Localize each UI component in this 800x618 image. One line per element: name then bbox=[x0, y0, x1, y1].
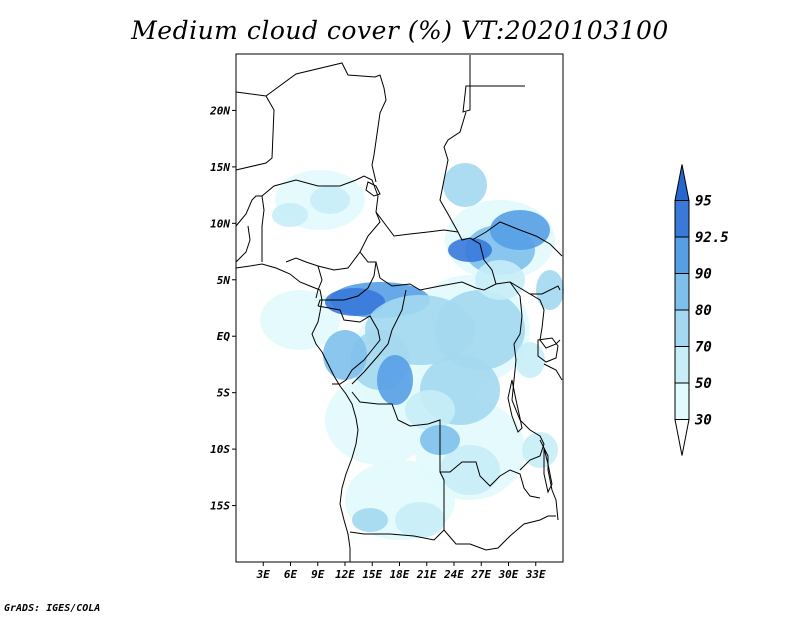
cloud-patch bbox=[475, 260, 525, 300]
lake-malawi bbox=[543, 447, 553, 494]
lat-tick-label: 15S bbox=[210, 500, 230, 513]
colorbar-segment bbox=[674, 236, 690, 274]
cloud-cover-shading bbox=[260, 163, 564, 540]
border-sudan-south bbox=[471, 221, 563, 257]
lat-tick-label: 10S bbox=[210, 443, 230, 456]
cloud-patch bbox=[448, 238, 492, 262]
gulf-of-guinea-coast bbox=[235, 263, 359, 562]
lat-tick-label: EQ bbox=[217, 330, 231, 343]
colorbar-segment bbox=[674, 382, 690, 420]
credit-label: GrADS: IGES/COLA bbox=[4, 603, 101, 614]
colorbar-level-label: 92.5 bbox=[695, 230, 729, 246]
border-drc-east bbox=[509, 281, 545, 471]
cloud-patch bbox=[272, 203, 308, 227]
lon-tick-label: 6E bbox=[284, 568, 298, 581]
border-mali-niger bbox=[235, 95, 275, 171]
lat-tick-label: 5N bbox=[217, 274, 231, 287]
border-angola-zambia bbox=[349, 471, 445, 541]
colorbar-segment bbox=[674, 346, 690, 384]
colorbar-level-label: 80 bbox=[695, 303, 712, 319]
border-congo-gabon bbox=[317, 305, 381, 385]
cloud-patch bbox=[323, 330, 367, 380]
lon-tick-label: 12E bbox=[335, 568, 355, 581]
border-ghana bbox=[235, 225, 251, 263]
cloud-patch bbox=[522, 432, 558, 468]
cloud-patch bbox=[395, 502, 445, 538]
cloud-patch bbox=[377, 355, 413, 405]
cloud-patch bbox=[440, 445, 500, 495]
border-congo-drc bbox=[351, 289, 407, 385]
lon-tick-label: 30E bbox=[498, 568, 519, 581]
colorbar: 30 50 70 80 90 92.5 95 bbox=[674, 164, 729, 456]
cloud-patch bbox=[515, 342, 545, 378]
border-north bbox=[235, 62, 387, 183]
cloud-patch bbox=[443, 163, 487, 207]
colorbar-segment bbox=[674, 273, 690, 311]
lat-tick-label: 5S bbox=[217, 387, 231, 400]
lat-tick-label: 20N bbox=[209, 104, 230, 117]
border-drc-angola bbox=[351, 391, 541, 499]
cloud-patch bbox=[325, 288, 385, 316]
colorbar-segment bbox=[674, 309, 690, 347]
border-libya-egypt bbox=[462, 55, 525, 113]
cloud-patch bbox=[310, 186, 350, 214]
lon-tick-label: 24E bbox=[443, 568, 464, 581]
lat-tick-label: 10N bbox=[210, 217, 230, 230]
border-chad-sudan bbox=[439, 111, 497, 285]
border-benin-togo bbox=[261, 195, 265, 262]
border-cameroon bbox=[317, 251, 377, 307]
cloud-patch bbox=[352, 508, 388, 532]
border-malawi bbox=[539, 439, 559, 521]
border-west bbox=[235, 195, 262, 227]
colorbar-level-label: 90 bbox=[695, 267, 712, 283]
latitude-axis: 20N 15N 10N 5N EQ 5S 10S 15S bbox=[209, 104, 236, 513]
lake-chad bbox=[365, 181, 381, 197]
cloud-patch bbox=[260, 290, 340, 350]
country-borders bbox=[235, 55, 563, 551]
cloud-patch bbox=[435, 290, 525, 370]
colorbar-level-label: 70 bbox=[695, 340, 712, 356]
lon-tick-label: 3E bbox=[256, 568, 271, 581]
colorbar-segment bbox=[674, 200, 690, 238]
colorbar-level-label: 30 bbox=[694, 413, 712, 429]
longitude-axis: 3E 6E 9E 12E 15E 18E 21E 24E 27E 30E 33E bbox=[256, 562, 546, 581]
lake-victoria bbox=[537, 337, 559, 363]
border-uganda bbox=[529, 293, 561, 349]
colorbar-max-arrow bbox=[674, 164, 690, 201]
lon-tick-label: 21E bbox=[416, 568, 437, 581]
border-car-south bbox=[375, 261, 561, 295]
lon-tick-label: 33E bbox=[525, 568, 546, 581]
border-cameroon-nigeria bbox=[315, 265, 323, 299]
colorbar-min-arrow bbox=[674, 419, 690, 456]
border-zambia-south bbox=[443, 515, 556, 551]
border-chad-car bbox=[375, 211, 459, 237]
lon-tick-label: 15E bbox=[362, 568, 382, 581]
cloud-patch bbox=[405, 390, 455, 430]
colorbar-level-label: 95 bbox=[695, 194, 712, 210]
colorbar-level-label: 50 bbox=[695, 376, 712, 392]
lon-tick-label: 9E bbox=[311, 568, 325, 581]
lon-tick-label: 18E bbox=[390, 568, 410, 581]
lon-tick-label: 27E bbox=[470, 568, 491, 581]
lake-tanganyika bbox=[507, 379, 523, 433]
map-title: Medium cloud cover (%) VT:2020103100 bbox=[131, 16, 669, 45]
coastline bbox=[235, 181, 559, 562]
lat-tick-label: 15N bbox=[210, 161, 230, 174]
border-tanzania bbox=[543, 363, 563, 381]
